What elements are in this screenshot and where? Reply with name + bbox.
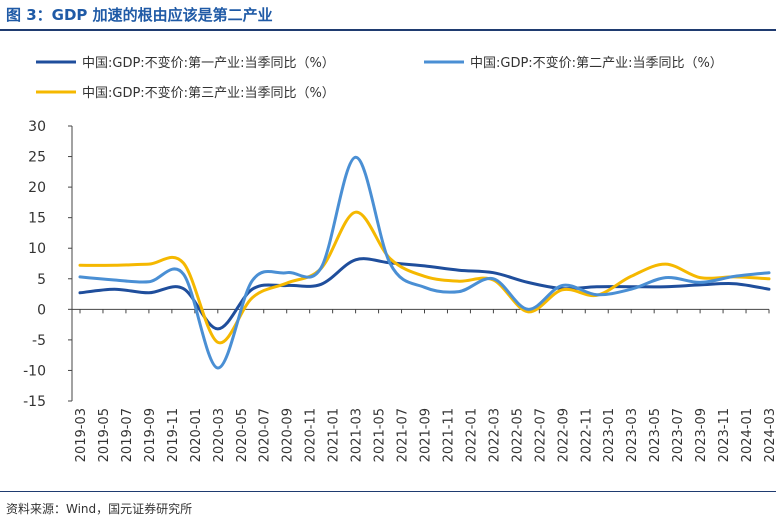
title-rule xyxy=(0,29,776,31)
x-tick-label: 2021-05 xyxy=(373,408,388,462)
x-tick-label: 2023-03 xyxy=(625,408,640,462)
x-tick-label: 2023-11 xyxy=(717,408,732,462)
x-tick-label: 2022-07 xyxy=(533,408,548,462)
y-tick-label: -10 xyxy=(23,363,46,379)
x-tick-label: 2021-01 xyxy=(327,408,342,462)
x-tick-label: 2019-07 xyxy=(120,408,135,462)
x-tick-label: 2020-07 xyxy=(258,408,273,462)
x-tick-label: 2023-01 xyxy=(602,408,617,462)
x-tick-label: 2021-03 xyxy=(350,408,365,462)
x-tick-label: 2019-05 xyxy=(97,408,112,462)
source-rule xyxy=(0,491,776,492)
line-chart: 中国:GDP:不变价:第一产业:当季同比（%） 中国:GDP:不变价:第二产业:当… xyxy=(23,55,776,462)
x-tick-label: 2024-01 xyxy=(740,408,755,462)
x-tick-label: 2020-03 xyxy=(212,408,227,462)
x-tick-label: 2020-11 xyxy=(304,408,319,462)
y-tick-label: 20 xyxy=(28,180,46,196)
y-tick-label: -5 xyxy=(32,333,46,349)
x-tick-label: 2021-07 xyxy=(396,408,411,462)
x-tick-label: 2022-05 xyxy=(510,408,525,462)
x-tick-label: 2019-09 xyxy=(143,408,158,462)
series-line xyxy=(78,155,771,370)
x-tick-label: 2021-11 xyxy=(441,408,456,462)
x-tick-label: 2020-05 xyxy=(235,408,250,462)
y-tick-label: 15 xyxy=(28,211,46,227)
x-tick-label: 2023-07 xyxy=(671,408,686,462)
x-tick-label: 2019-11 xyxy=(166,408,181,462)
series-line xyxy=(78,257,771,331)
x-tick-label: 2021-09 xyxy=(419,408,434,462)
y-tick-label: 30 xyxy=(28,119,46,135)
x-tick-label: 2019-03 xyxy=(74,408,89,462)
x-tick-label: 2020-09 xyxy=(281,408,296,462)
y-tick-label: 10 xyxy=(28,241,46,257)
y-tick-label: 5 xyxy=(37,272,46,288)
y-tick-label: 25 xyxy=(28,150,46,166)
x-tick-label: 2020-01 xyxy=(189,408,204,462)
x-tick-label: 2022-09 xyxy=(556,408,571,462)
legend-label: 中国:GDP:不变价:第二产业:当季同比（%） xyxy=(470,55,723,71)
x-tick-label: 2023-09 xyxy=(694,408,709,462)
series-line xyxy=(78,210,771,345)
x-tick-label: 2022-11 xyxy=(579,408,594,462)
y-tick-label: -15 xyxy=(23,394,46,410)
legend-label: 中国:GDP:不变价:第三产业:当季同比（%） xyxy=(82,85,335,101)
y-tick-label: 0 xyxy=(37,302,46,318)
source-note: 资料来源：Wind，国元证券研究所 xyxy=(6,502,193,516)
x-tick-label: 2023-05 xyxy=(648,408,663,462)
x-tick-label: 2022-01 xyxy=(464,408,479,462)
legend-label: 中国:GDP:不变价:第一产业:当季同比（%） xyxy=(82,55,335,71)
x-tick-label: 2024-03 xyxy=(763,408,776,462)
figure-title: 图 3：GDP 加速的根由应该是第二产业 xyxy=(6,6,273,24)
x-tick-label: 2022-03 xyxy=(487,408,502,462)
